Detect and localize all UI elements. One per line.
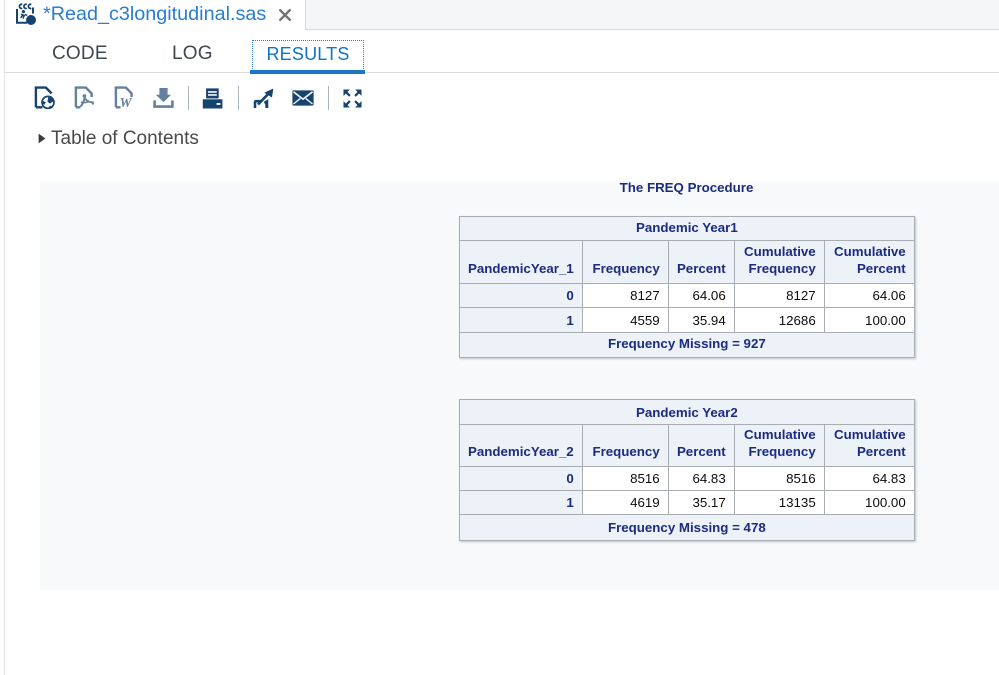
svg-text:W: W (120, 95, 133, 109)
